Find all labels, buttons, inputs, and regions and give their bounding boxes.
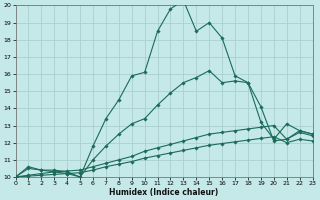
X-axis label: Humidex (Indice chaleur): Humidex (Indice chaleur) <box>109 188 219 197</box>
